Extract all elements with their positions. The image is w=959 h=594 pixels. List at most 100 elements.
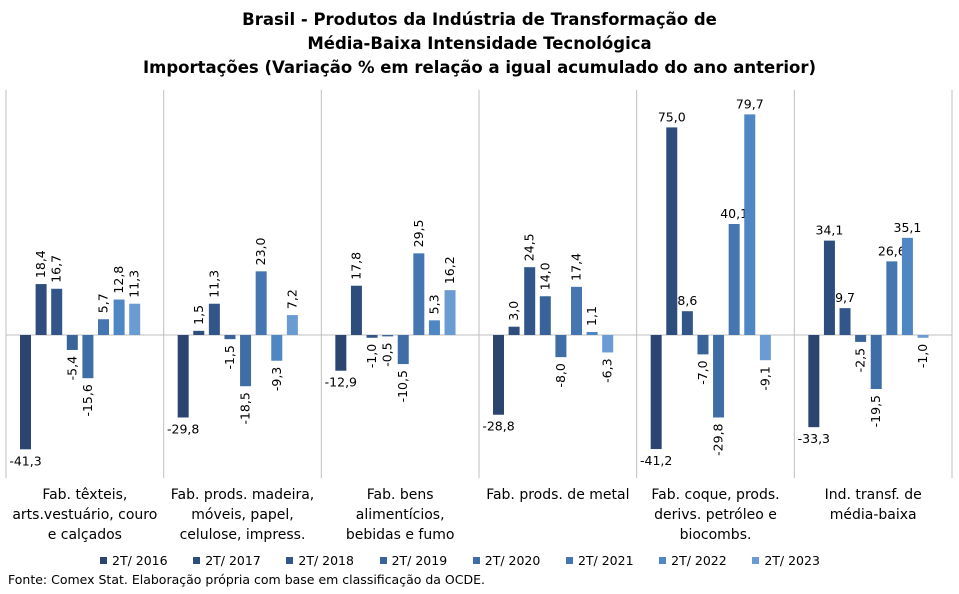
- bar: [35, 284, 47, 335]
- data-label: -29,8: [711, 423, 726, 455]
- legend-item: 2T/ 2019: [379, 552, 448, 568]
- bar: [650, 335, 662, 450]
- bar: [839, 308, 851, 335]
- bar: [808, 335, 820, 428]
- bar: [51, 288, 63, 335]
- bar: [255, 271, 267, 335]
- data-label: 3,0: [506, 301, 521, 321]
- bar: [586, 331, 598, 335]
- data-label: 1,1: [584, 306, 599, 326]
- bar-chart: -41,3 -29,8 -12,9 -28,8 -41,2 -33,3 18,4 1,5 17,…: [5, 90, 953, 543]
- data-label: 34,1: [816, 223, 844, 238]
- data-label: -41,2: [640, 453, 672, 468]
- legend-swatch: [379, 556, 387, 564]
- chart-title-line-3: Importações (Variação % em relação a igu…: [142, 58, 817, 77]
- data-label: 17,8: [348, 252, 363, 280]
- bar: [350, 285, 362, 335]
- data-label: -19,5: [868, 395, 883, 427]
- legend-swatch: [659, 556, 667, 564]
- data-label: -6,3: [600, 358, 615, 382]
- legend-swatch: [100, 556, 107, 564]
- data-label: 14,0: [537, 262, 552, 290]
- chart-legend: 2T/ 2016 2T/ 2017 2T/ 2018 2T/ 2019 2T/ 2020…: [100, 552, 820, 568]
- legend-swatch: [286, 556, 294, 564]
- legend-swatch: [752, 556, 760, 564]
- chart-title-line-1: Brasil - Produtos da Indústria de Transf…: [242, 10, 717, 29]
- data-label: -10,5: [395, 370, 410, 402]
- data-label: -2,5: [853, 348, 868, 372]
- data-label: 18,4: [33, 250, 48, 278]
- bar: [240, 335, 252, 387]
- legend-label: 2T/ 2018: [298, 552, 354, 568]
- bar: [208, 303, 220, 335]
- data-label: 1,5: [191, 305, 206, 325]
- category-label: Fab. têxteis, arts.vestuário, couro e calç…: [12, 487, 157, 543]
- bar: [681, 311, 693, 335]
- legend-item: 2T/ 2023: [752, 552, 820, 568]
- category-label: Fab. prods. madeira, móveis, papel, celulo…: [171, 487, 315, 543]
- bar: [98, 319, 109, 335]
- data-label: 16,2: [442, 256, 457, 284]
- legend-label: 2T/ 2016: [112, 552, 168, 568]
- legend-label: 2T/ 2019: [391, 552, 448, 568]
- data-label: 35,1: [894, 220, 922, 235]
- bar: [524, 267, 536, 335]
- bar: [82, 335, 94, 379]
- bar: [20, 335, 31, 450]
- bar: [602, 335, 614, 353]
- bar: [855, 335, 867, 342]
- legend-label: 2T/ 2023: [764, 552, 820, 568]
- data-label: 17,4: [569, 253, 584, 281]
- legend-label: 2T/ 2017: [205, 552, 261, 568]
- legend-label: 2T/ 2021: [577, 552, 634, 568]
- data-label: 11,3: [206, 270, 221, 298]
- data-label: 5,7: [96, 293, 111, 313]
- data-label: -9,1: [757, 366, 772, 390]
- bar: [177, 335, 189, 418]
- legend-item: 2T/ 2022: [659, 552, 727, 568]
- legend-item: 2T/ 2016: [100, 552, 168, 568]
- chart-title-line-2: Média-Baixa Intensidade Tecnológica: [307, 34, 652, 53]
- data-label: -7,0: [695, 360, 710, 384]
- data-label: 8,6: [677, 293, 697, 308]
- bar: [271, 335, 283, 361]
- data-label: 75,0: [658, 109, 686, 124]
- data-label: -1,0: [915, 344, 930, 368]
- bar: [555, 335, 567, 358]
- bar: [697, 335, 709, 355]
- data-label: 40,1: [720, 206, 748, 221]
- bar: [113, 299, 125, 335]
- bar: [901, 237, 913, 335]
- data-label: 24,5: [522, 233, 537, 261]
- bar: [224, 335, 236, 340]
- legend-item: 2T/ 2020: [472, 552, 540, 568]
- legend-item: 2T/ 2021: [565, 552, 634, 568]
- bar: [66, 335, 78, 350]
- bar: [571, 286, 582, 335]
- data-label: -18,5: [238, 392, 253, 424]
- legend-swatch: [472, 556, 480, 564]
- data-label: -12,9: [325, 375, 357, 390]
- bar: [886, 261, 898, 335]
- bar: [666, 127, 678, 336]
- bar: [823, 240, 835, 335]
- bar: [428, 320, 440, 335]
- bar: [539, 296, 551, 335]
- legend-item: 2T/ 2018: [286, 552, 354, 568]
- data-label: -15,6: [80, 384, 95, 416]
- data-label: -8,0: [553, 363, 568, 387]
- bar: [382, 335, 394, 337]
- data-label: -33,3: [798, 431, 830, 446]
- data-label: -29,8: [167, 421, 199, 436]
- bar: [129, 303, 141, 335]
- bar: [508, 326, 520, 335]
- data-label: 23,0: [253, 237, 268, 265]
- bar: [286, 315, 298, 335]
- bar: [413, 253, 425, 335]
- category-label: Fab. prods. de metal: [486, 487, 629, 503]
- data-label: -5,4: [64, 356, 79, 380]
- bar: [917, 335, 929, 338]
- bar: [759, 335, 771, 361]
- data-label: 9,7: [835, 290, 855, 305]
- source-note: Fonte: Comex Stat. Elaboração própria co…: [8, 572, 485, 587]
